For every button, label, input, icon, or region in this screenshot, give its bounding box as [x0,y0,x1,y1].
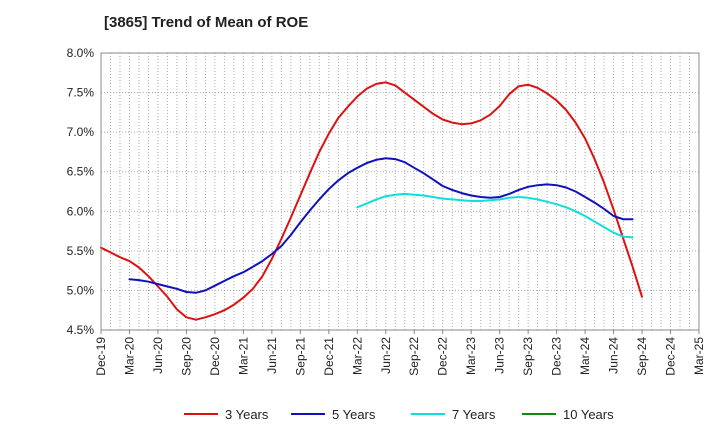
series-line-7-years [356,192,634,239]
legend: 3 Years 5 Years 7 Years 10 Years [184,407,614,422]
x-axis: Dec-19 Mar-20 Jun-20 Sep-20 Dec-20 Mar-21 Jun-… [94,330,706,376]
x-tick-label: Dec-23 [550,337,564,376]
series-layer [100,81,643,321]
y-tick-label: 7.0% [67,125,95,139]
x-tick-label: Sep-22 [407,337,421,376]
x-tick-label: Dec-21 [322,337,336,376]
x-tick-label: Mar-20 [122,337,136,375]
x-tick-label: Jun-23 [493,337,507,374]
y-tick-label: 5.5% [67,244,95,258]
x-tick-label: Jun-20 [151,337,165,374]
grid-layer [100,52,700,331]
y-tick-label: 6.0% [67,204,95,218]
x-tick-label: Mar-25 [692,337,706,375]
y-tick-label: 4.5% [67,323,95,337]
legend-label: 5 Years [332,407,376,422]
x-tick-label: Jun-21 [265,337,279,374]
y-tick-label: 6.5% [67,165,95,179]
x-tick-label: Jun-24 [607,337,621,374]
x-tick-label: Mar-22 [350,337,364,375]
y-tick-label: 7.5% [67,86,95,100]
legend-label: 3 Years [225,407,269,422]
x-tick-label: Sep-24 [635,337,649,376]
x-tick-label: Jun-22 [379,337,393,374]
x-tick-label: Mar-21 [236,337,250,375]
x-tick-label: Sep-23 [521,337,535,376]
x-tick-label: Dec-22 [436,337,450,376]
legend-label: 10 Years [563,407,614,422]
plot-frame [100,52,700,331]
legend-label: 7 Years [452,407,496,422]
series-line-5-years [128,157,634,294]
y-tick-label: 8.0% [67,46,95,60]
x-tick-label: Sep-20 [179,337,193,376]
series-line-3-years [100,81,643,321]
x-tick-label: Dec-19 [94,337,108,376]
y-axis: 4.5% 5.0% 5.5% 6.0% 6.5% 7.0% 7.5% 8.0% [67,46,95,337]
x-tick-label: Mar-24 [578,337,592,375]
chart-title: [3865] Trend of Mean of ROE [104,14,309,31]
x-tick-label: Sep-21 [293,337,307,376]
x-tick-label: Dec-24 [664,337,678,376]
y-tick-label: 5.0% [67,283,95,297]
x-tick-label: Mar-23 [464,337,478,375]
x-tick-label: Dec-20 [208,337,222,376]
